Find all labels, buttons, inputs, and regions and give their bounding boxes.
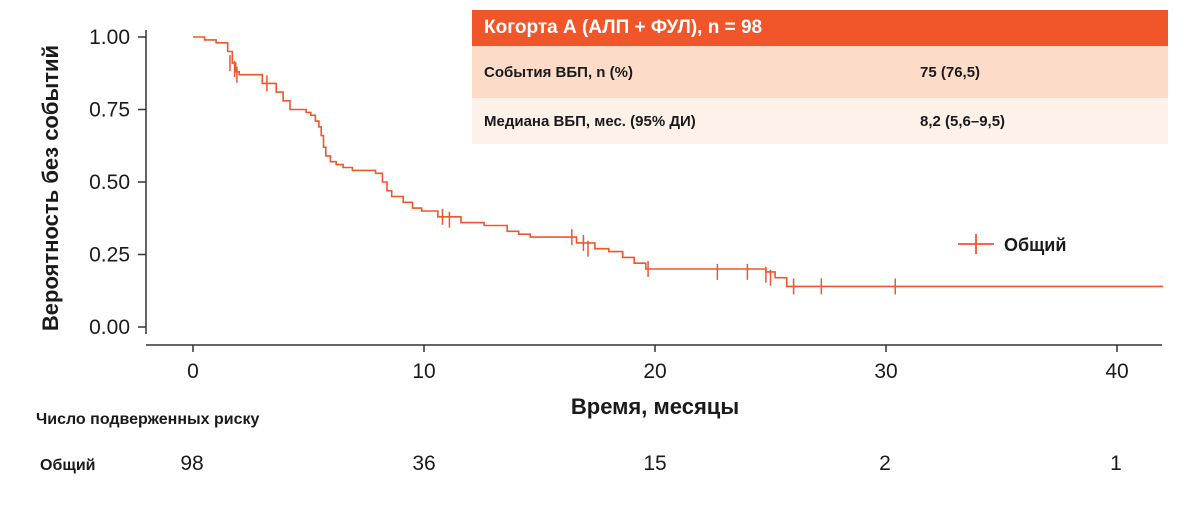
x-tick-label: 30 [874,360,897,383]
summary-row-value: 8,2 (5,6–9,5) [920,112,1006,130]
summary-row-label: События ВБП, n (%) [484,63,633,81]
y-tick-label: 0.00 [89,316,130,339]
y-axis-label: Вероятность без событий [38,45,63,331]
axes: 0.00 0.25 0.50 0.75 1.00 0 10 20 30 40 [89,26,1162,383]
risk-row-label: Общий [40,457,96,474]
risk-value: 15 [643,452,667,475]
y-tick-label: 0.25 [89,244,130,267]
summary-header: Когорта А (АЛП + ФУЛ), n = 98 [472,10,1168,46]
summary-row-median: Медиана ВБП, мес. (95% ДИ) 8,2 (5,6–9,5) [472,98,1168,144]
x-tick-label: 20 [643,360,666,383]
km-curve-line [193,36,1164,288]
summary-row-label: Медиана ВБП, мес. (95% ДИ) [484,112,696,130]
x-axis-label: Время, месяцы [571,394,739,419]
legend: Общий [958,234,1066,255]
y-tick-label: 1.00 [89,26,130,49]
y-tick-label: 0.50 [89,171,130,194]
risk-value: 1 [1110,452,1122,475]
legend-label: Общий [1004,235,1066,255]
y-tick-label: 0.75 [89,99,130,122]
summary-row-value: 75 (76,5) [920,63,981,81]
risk-table-title: Число подверженных риску [36,411,260,428]
summary-row-events: События ВБП, n (%) 75 (76,5) [472,46,1168,98]
summary-table: Когорта А (АЛП + ФУЛ), n = 98 События ВБ… [472,10,1168,144]
risk-value: 98 [180,452,204,475]
x-tick-label: 40 [1105,360,1128,383]
risk-value: 36 [412,452,436,475]
curve-layer [193,36,1164,295]
risk-value: 2 [879,452,891,475]
x-tick-label: 0 [187,360,199,383]
x-tick-label: 10 [412,360,435,383]
